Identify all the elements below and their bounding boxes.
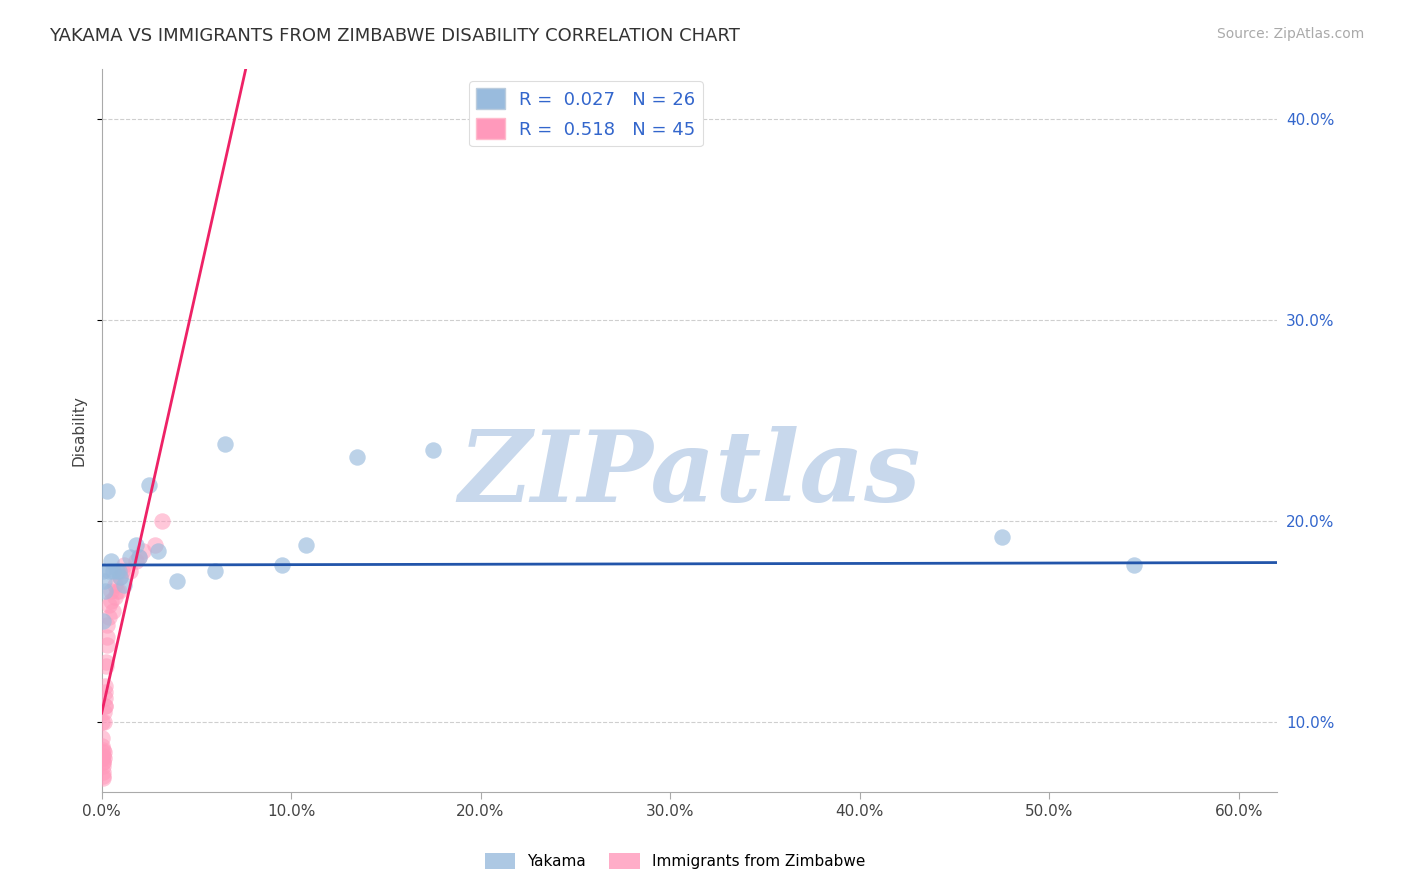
Point xyxy=(270,558,292,572)
Point xyxy=(104,591,127,605)
Point xyxy=(100,584,122,599)
Point xyxy=(93,705,115,719)
Point xyxy=(118,549,141,564)
Point xyxy=(93,745,115,759)
Point xyxy=(128,549,150,564)
Point xyxy=(96,618,118,632)
Point xyxy=(111,564,134,578)
Y-axis label: Disability: Disability xyxy=(72,395,86,466)
Point xyxy=(90,714,112,729)
Point xyxy=(93,749,115,764)
Point xyxy=(132,544,155,558)
Point xyxy=(91,759,114,773)
Point xyxy=(138,477,160,491)
Point xyxy=(124,554,146,568)
Point xyxy=(91,755,114,769)
Legend: R =  0.027   N = 26, R =  0.518   N = 45: R = 0.027 N = 26, R = 0.518 N = 45 xyxy=(470,81,703,146)
Point xyxy=(112,578,135,592)
Point xyxy=(91,771,114,785)
Point xyxy=(105,564,128,578)
Point xyxy=(98,599,121,613)
Point xyxy=(91,745,114,759)
Point xyxy=(100,594,122,608)
Point xyxy=(1123,558,1146,572)
Point xyxy=(143,538,166,552)
Point xyxy=(105,584,128,599)
Point xyxy=(93,698,115,713)
Text: Source: ZipAtlas.com: Source: ZipAtlas.com xyxy=(1216,27,1364,41)
Point xyxy=(94,679,117,693)
Point xyxy=(93,751,115,765)
Point xyxy=(94,698,117,713)
Point xyxy=(96,631,118,645)
Legend: Yakama, Immigrants from Zimbabwe: Yakama, Immigrants from Zimbabwe xyxy=(478,847,872,875)
Point xyxy=(295,538,318,552)
Point xyxy=(166,574,188,588)
Point xyxy=(93,714,115,729)
Point xyxy=(100,554,122,568)
Point xyxy=(124,538,146,552)
Point xyxy=(98,610,121,624)
Point xyxy=(91,739,114,753)
Point xyxy=(93,755,115,769)
Point xyxy=(107,584,129,599)
Point xyxy=(96,639,118,653)
Point xyxy=(98,564,121,578)
Point xyxy=(91,769,114,783)
Point xyxy=(112,558,135,572)
Text: ZIPatlas: ZIPatlas xyxy=(458,425,920,522)
Point xyxy=(91,765,114,780)
Point xyxy=(96,483,118,498)
Point xyxy=(94,690,117,705)
Point xyxy=(107,564,129,578)
Point xyxy=(118,564,141,578)
Point xyxy=(94,584,117,599)
Point xyxy=(96,658,118,673)
Point xyxy=(150,514,173,528)
Point xyxy=(110,570,132,584)
Point xyxy=(93,574,115,588)
Point xyxy=(148,544,170,558)
Point xyxy=(94,684,117,698)
Point xyxy=(101,604,124,618)
Point xyxy=(101,564,124,578)
Point xyxy=(93,615,115,629)
Point xyxy=(346,450,368,464)
Point xyxy=(91,731,114,745)
Point xyxy=(422,443,444,458)
Point xyxy=(214,437,236,451)
Text: YAKAMA VS IMMIGRANTS FROM ZIMBABWE DISABILITY CORRELATION CHART: YAKAMA VS IMMIGRANTS FROM ZIMBABWE DISAB… xyxy=(49,27,740,45)
Point xyxy=(104,578,127,592)
Point xyxy=(93,743,115,757)
Point xyxy=(128,549,150,564)
Point xyxy=(91,564,114,578)
Point xyxy=(990,530,1012,544)
Point xyxy=(94,655,117,669)
Point xyxy=(204,564,226,578)
Point xyxy=(91,751,114,765)
Point xyxy=(110,570,132,584)
